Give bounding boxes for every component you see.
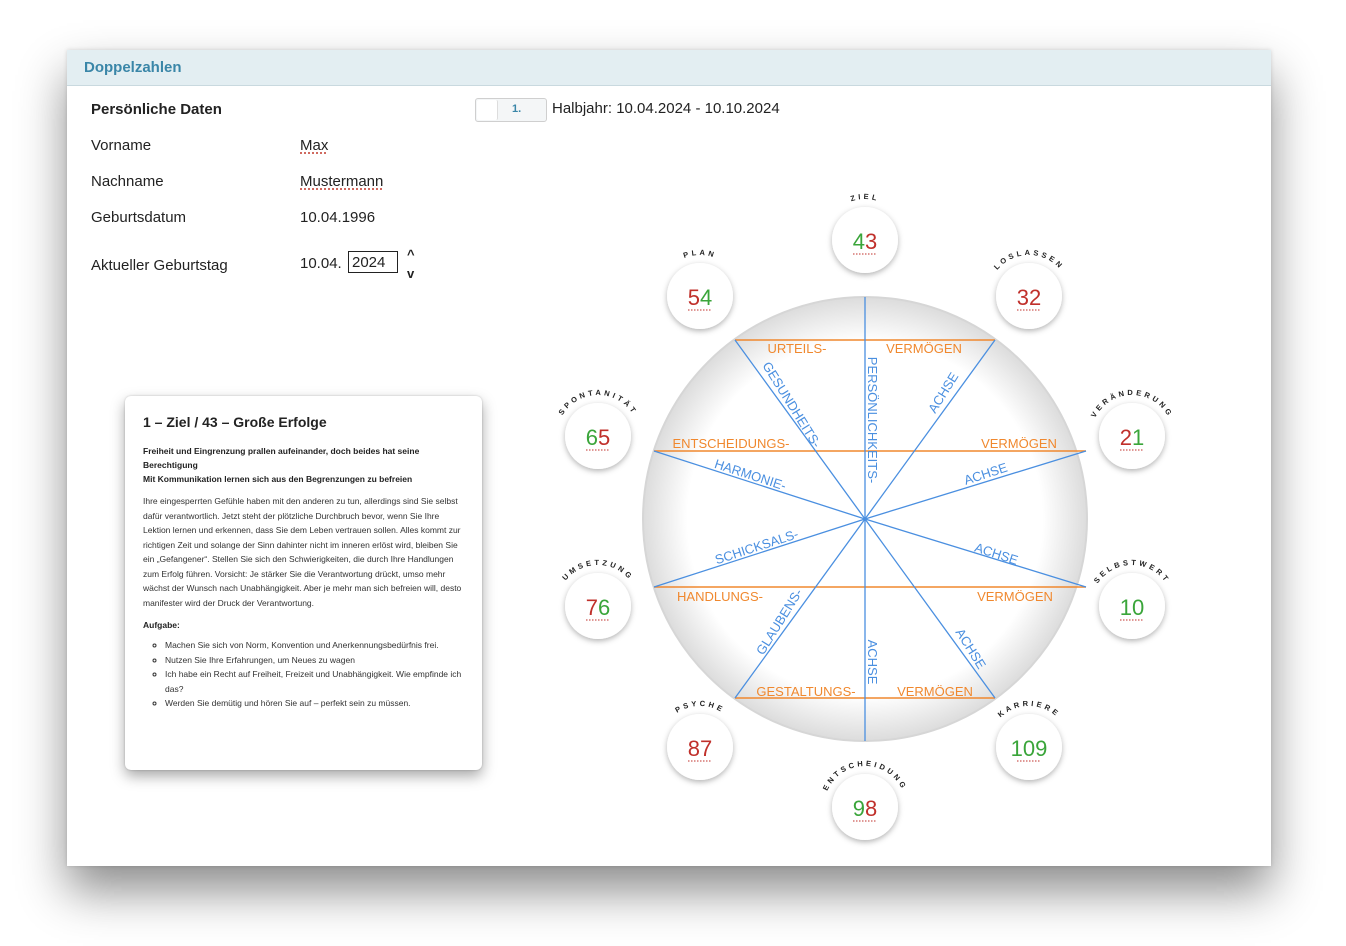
blue-axis-line (864, 518, 996, 699)
node-circle (565, 403, 631, 469)
node-number: 43 (853, 229, 878, 254)
card-subtitle-1: Freiheit und Eingrenzung prallen aufeina… (143, 446, 420, 470)
node-number: 65 (586, 425, 611, 450)
label-vermoegen-3: VERMÖGEN (977, 589, 1053, 604)
last-name-label: Nachname (91, 173, 164, 190)
node-circle (832, 774, 898, 840)
node-circle (996, 263, 1062, 329)
doppelzahlen-window: Doppelzahlen Persönliche Daten Vorname M… (67, 50, 1271, 866)
label-urteils: URTEILS- (768, 341, 827, 356)
node-number: 10 (1120, 595, 1145, 620)
label-gestaltungs: GESTALTUNGS- (756, 684, 855, 699)
node-ziel[interactable]: ZIEL 43 (824, 192, 906, 273)
node-number: 54 (688, 285, 713, 310)
label-entscheidungs: ENTSCHEIDUNGS- (672, 436, 789, 451)
current-birthday-label: Aktueller Geburtstag (91, 257, 228, 274)
node-name: ZIEL (849, 192, 880, 203)
node-circle (1099, 573, 1165, 639)
node-circle (832, 207, 898, 273)
card-body: Ihre eingesperrten Gefühle haben mit den… (143, 496, 462, 608)
first-name-label: Vorname (91, 137, 152, 154)
birthdate-value: 10.04.1996 (300, 209, 376, 226)
toggle-knob (477, 100, 498, 120)
year-input[interactable]: 2024 (348, 251, 398, 273)
card-subtitle-2: Mit Kommunikation lernen sich aus den Be… (143, 474, 413, 484)
label-vermoegen-4: VERMÖGEN (897, 684, 973, 699)
node-number: 21 (1120, 425, 1145, 450)
blue-axis-line (653, 518, 866, 588)
number-wheel: URTEILS- VERMÖGEN ENTSCHEIDUNGS- VERMÖGEN HA… (557, 192, 1175, 840)
node-circle (996, 714, 1062, 780)
first-name-value: Max (300, 137, 329, 154)
card-task-label: Aufgabe: (143, 620, 180, 630)
birthdate-label: Geburtsdatum (91, 209, 187, 226)
node-circle (1099, 403, 1165, 469)
blue-axis-line (734, 339, 866, 520)
label-achse-5: ACHSE (865, 640, 880, 685)
year-decrement-button[interactable]: v (407, 266, 415, 281)
node-number: 87 (688, 736, 713, 761)
half-year-period: Halbjahr: 10.04.2024 - 10.10.2024 (552, 100, 780, 117)
node-name: PLAN (682, 248, 718, 260)
node-plan[interactable]: PLAN 54 (659, 248, 741, 329)
node-circle (667, 714, 733, 780)
blue-axis-line (864, 518, 1087, 588)
detail-card: 1 – Ziel / 43 – Große Erfolge Freiheit u… (125, 396, 482, 770)
node-number: 109 (1011, 736, 1048, 761)
node-name: PSYCHE (674, 699, 727, 715)
window-title: Doppelzahlen (84, 59, 182, 76)
node-circle (667, 263, 733, 329)
label-persoenlichkeits: PERSÖNLICHKEITS- (865, 357, 880, 483)
personal-data-heading: Persönliche Daten (91, 101, 222, 118)
last-name-value: Mustermann (300, 173, 384, 190)
blue-axis-line (864, 450, 1087, 520)
blue-axis-line (864, 339, 996, 520)
label-handlungs: HANDLUNGS- (677, 589, 763, 604)
window-titlebar: Doppelzahlen (67, 50, 1271, 86)
half-year-toggle[interactable]: 1. (475, 98, 547, 122)
task-item: Machen Sie sich von Norm, Konvention und… (165, 638, 464, 653)
blue-axis-line (653, 450, 866, 520)
year-increment-button[interactable]: ^ (407, 247, 415, 262)
toggle-label: 1. (512, 103, 522, 115)
task-item: Nutzen Sie Ihre Erfahrungen, um Neues zu… (165, 653, 464, 668)
node-psyche[interactable]: PSYCHE 87 (659, 699, 741, 780)
card-title: 1 – Ziel / 43 – Große Erfolge (143, 414, 327, 430)
blue-axis-line (734, 518, 866, 699)
label-vermoegen-1: VERMÖGEN (886, 341, 962, 356)
label-vermoegen-2: VERMÖGEN (981, 436, 1057, 451)
node-circle (565, 573, 631, 639)
task-item: Ich habe ein Recht auf Freiheit, Freizei… (165, 667, 464, 696)
card-task-list: Machen Sie sich von Norm, Konvention und… (143, 638, 464, 711)
node-number: 76 (586, 595, 611, 620)
node-number: 98 (853, 796, 878, 821)
node-number: 32 (1017, 285, 1042, 310)
task-item: Werden Sie demütig und hören Sie auf – p… (165, 696, 464, 711)
current-birthday-prefix: 10.04. (300, 255, 342, 272)
